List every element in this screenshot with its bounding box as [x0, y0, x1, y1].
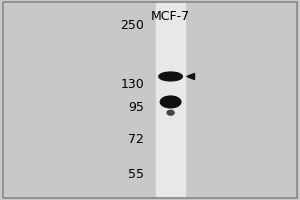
- Ellipse shape: [159, 72, 182, 81]
- Circle shape: [167, 110, 174, 115]
- Text: 95: 95: [128, 101, 144, 114]
- Text: 250: 250: [120, 19, 144, 32]
- Text: MCF-7: MCF-7: [151, 10, 190, 23]
- Polygon shape: [187, 73, 194, 79]
- Text: 72: 72: [128, 133, 144, 146]
- Ellipse shape: [160, 96, 181, 108]
- Text: 130: 130: [120, 78, 144, 91]
- Bar: [156, 2, 185, 198]
- Text: 55: 55: [128, 168, 144, 181]
